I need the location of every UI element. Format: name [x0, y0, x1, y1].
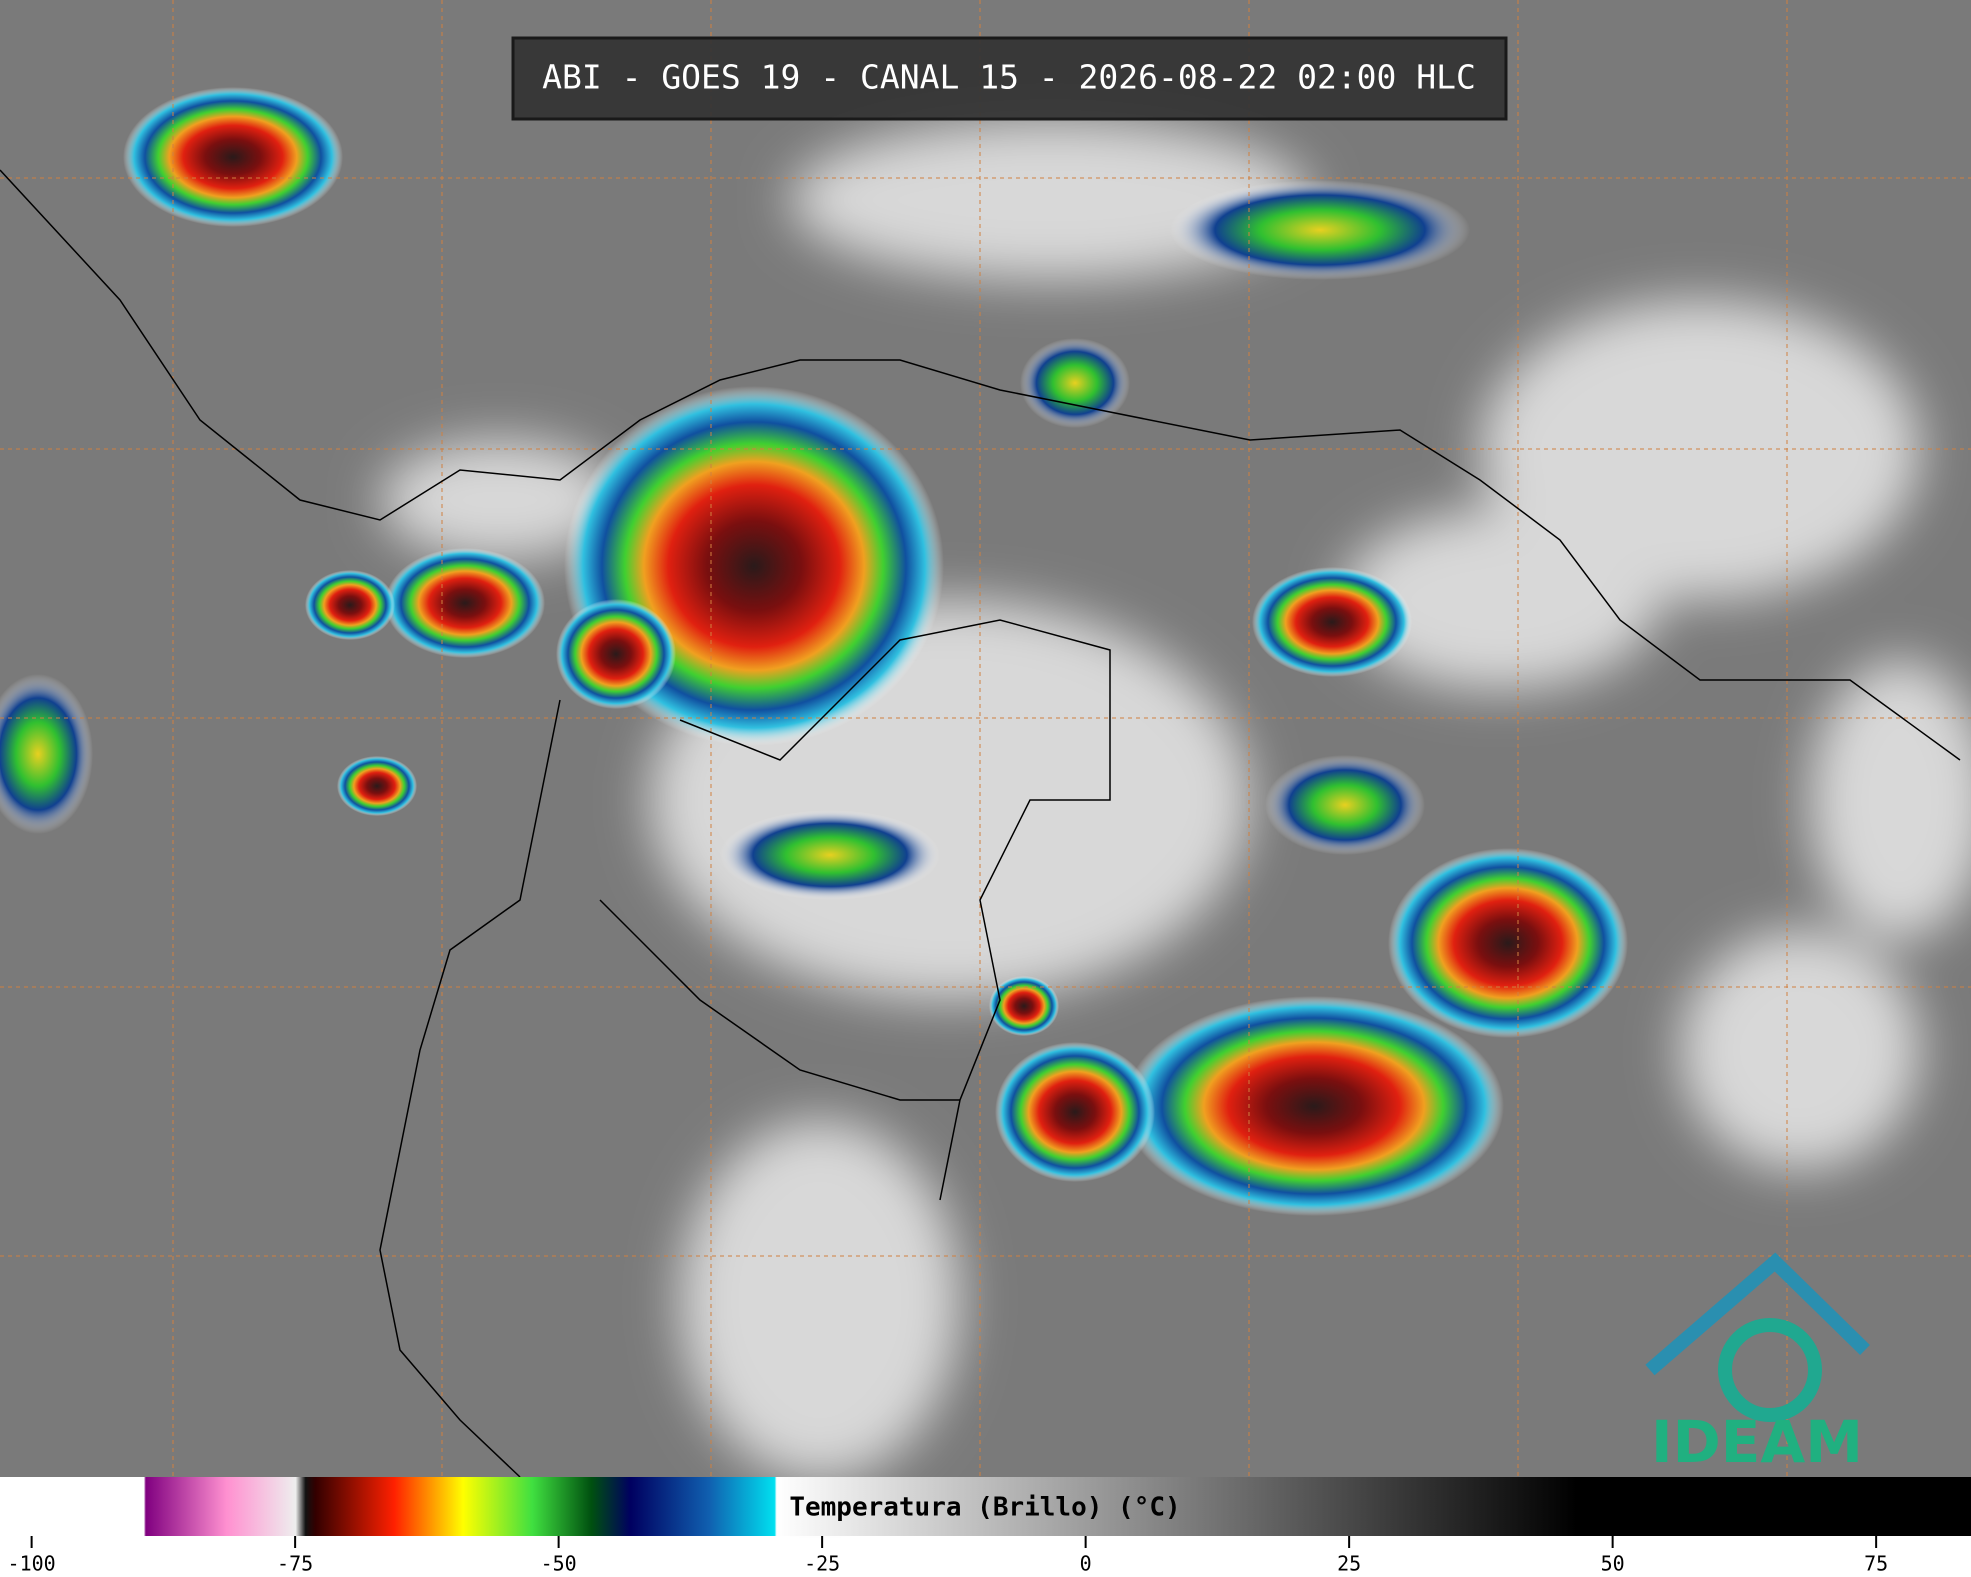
logo-text: IDEAM	[1651, 1408, 1863, 1476]
tick-label: -75	[277, 1552, 313, 1576]
colorbar	[0, 1477, 1971, 1536]
storms	[0, 87, 1628, 1216]
coastlines	[0, 169, 1961, 1478]
tick-label: -100	[8, 1552, 56, 1576]
tick-label: 25	[1337, 1552, 1361, 1576]
title: ABI - GOES 19 - CANAL 15 - 2026-08-22 02…	[542, 58, 1476, 97]
colorbar-label: Temperatura (Brillo) (°C)	[789, 1493, 1180, 1523]
tick-label: 50	[1601, 1552, 1625, 1576]
tick-label: 75	[1864, 1552, 1888, 1576]
logo: IDEAM	[1645, 1252, 1870, 1476]
tick-label: -50	[541, 1552, 577, 1576]
title-box	[511, 36, 1508, 121]
tick-label: 0	[1080, 1552, 1092, 1576]
graticule	[0, 0, 1971, 1477]
tick-label: -25	[804, 1552, 840, 1576]
